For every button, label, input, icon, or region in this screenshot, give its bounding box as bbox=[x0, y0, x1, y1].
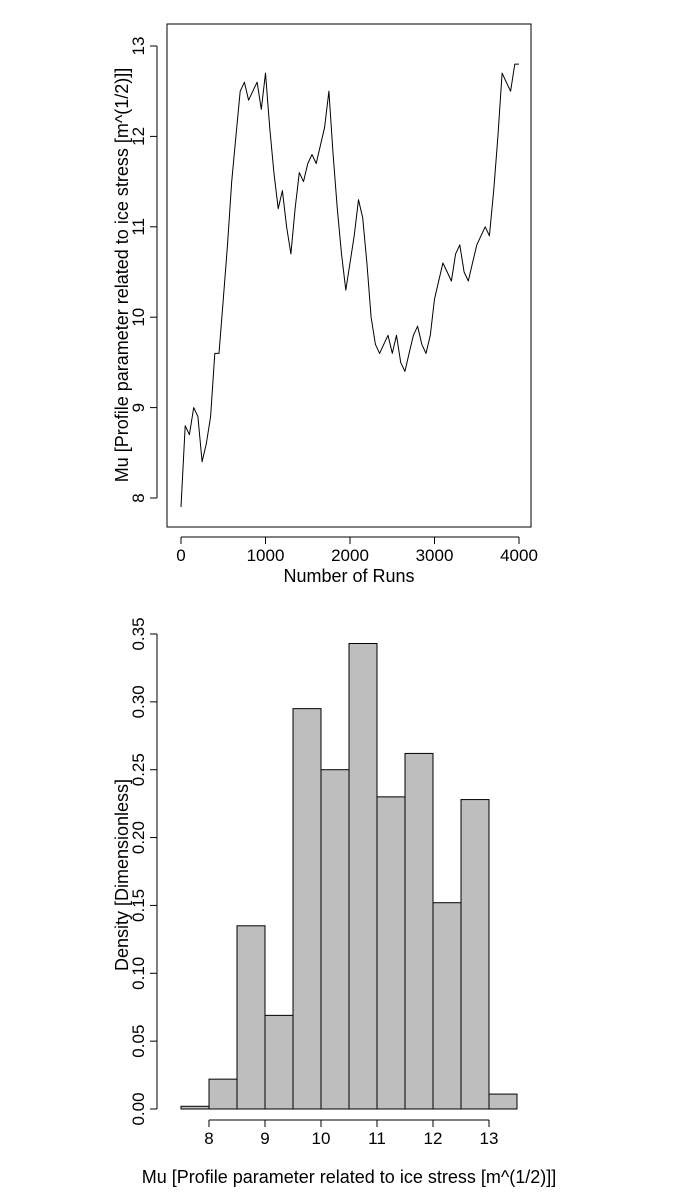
histogram-bar bbox=[208, 1078, 238, 1110]
histogram-bar bbox=[320, 769, 350, 1110]
histogram-y-tick-label: 0.10 bbox=[129, 957, 148, 990]
histogram-bar bbox=[376, 796, 406, 1110]
histogram-x-tick-label: 13 bbox=[480, 1129, 499, 1148]
histogram-x-tick-label: 10 bbox=[312, 1129, 331, 1148]
trace-y-tick-label: 12 bbox=[129, 127, 148, 146]
histogram-y-tick-label: 0.20 bbox=[129, 821, 148, 854]
histogram-x-tick-label: 11 bbox=[368, 1129, 386, 1148]
trace-y-tick-label: 8 bbox=[129, 493, 148, 502]
histogram-y-tick-label: 0.35 bbox=[129, 617, 148, 650]
histogram-x-tick-label: 8 bbox=[204, 1129, 213, 1148]
histogram-bar bbox=[460, 799, 490, 1110]
trace-y-tick-label: 13 bbox=[129, 37, 148, 56]
trace-plot-frame bbox=[166, 23, 532, 528]
histogram-y-tick-label: 0.30 bbox=[129, 685, 148, 718]
histogram-x-tick-label: 12 bbox=[424, 1129, 443, 1148]
trace-x-tick-label: 2000 bbox=[331, 546, 369, 565]
trace-y-tick-label: 11 bbox=[129, 218, 148, 236]
trace-x-tick-label: 1000 bbox=[247, 546, 285, 565]
trace-x-tick-label: 3000 bbox=[416, 546, 454, 565]
histogram-plot: 8 9 10 11 12 13 0.000.050.100.150.200.250.300… bbox=[112, 617, 556, 1187]
histogram-bar bbox=[432, 902, 462, 1110]
trace-x-axis: 0 1000 2000 3000 4000 bbox=[176, 536, 538, 565]
histogram-y-axis-label: Density [Dimensionless] bbox=[112, 779, 132, 971]
trace-plot: 0 1000 2000 3000 4000 8 9 10 11 12 13 Number of R… bbox=[112, 23, 538, 586]
trace-x-tick-label: 0 bbox=[176, 546, 185, 565]
histogram-y-tick-label: 0.00 bbox=[129, 1092, 148, 1125]
histogram-y-axis: 0.00 0.05 0.10 0.15 0.20 0.25 0.30 0.35 bbox=[129, 617, 158, 1126]
trace-y-tick-label: 9 bbox=[129, 403, 148, 412]
trace-x-axis-label: Number of Runs bbox=[283, 566, 414, 586]
histogram-bar bbox=[488, 1093, 518, 1110]
trace-x-tick-label: 4000 bbox=[500, 546, 538, 565]
histogram-bar bbox=[236, 925, 266, 1110]
histogram-bar bbox=[404, 752, 434, 1110]
histogram-bar bbox=[264, 1014, 294, 1110]
trace-y-axis-label: Mu [Profile parameter related to ice str… bbox=[112, 68, 132, 483]
trace-series-line bbox=[180, 63, 519, 508]
histogram-x-axis-label: Mu [Profile parameter related to ice str… bbox=[142, 1167, 557, 1187]
histogram-y-tick-label: 0.05 bbox=[129, 1025, 148, 1058]
histogram-y-tick-label: 0.25 bbox=[129, 753, 148, 786]
trace-y-tick-label: 10 bbox=[129, 308, 148, 327]
histogram-x-tick-label: 9 bbox=[260, 1129, 269, 1148]
histogram-bars bbox=[180, 643, 518, 1110]
histogram-x-axis: 8 9 10 11 12 13 bbox=[204, 1119, 499, 1148]
histogram-bar bbox=[292, 708, 322, 1110]
trace-y-axis: 8 9 10 11 12 13 bbox=[129, 37, 158, 503]
histogram-bar bbox=[348, 643, 378, 1110]
histogram-y-tick-label: 0.15 bbox=[129, 889, 148, 922]
histogram-bar bbox=[180, 1105, 210, 1110]
